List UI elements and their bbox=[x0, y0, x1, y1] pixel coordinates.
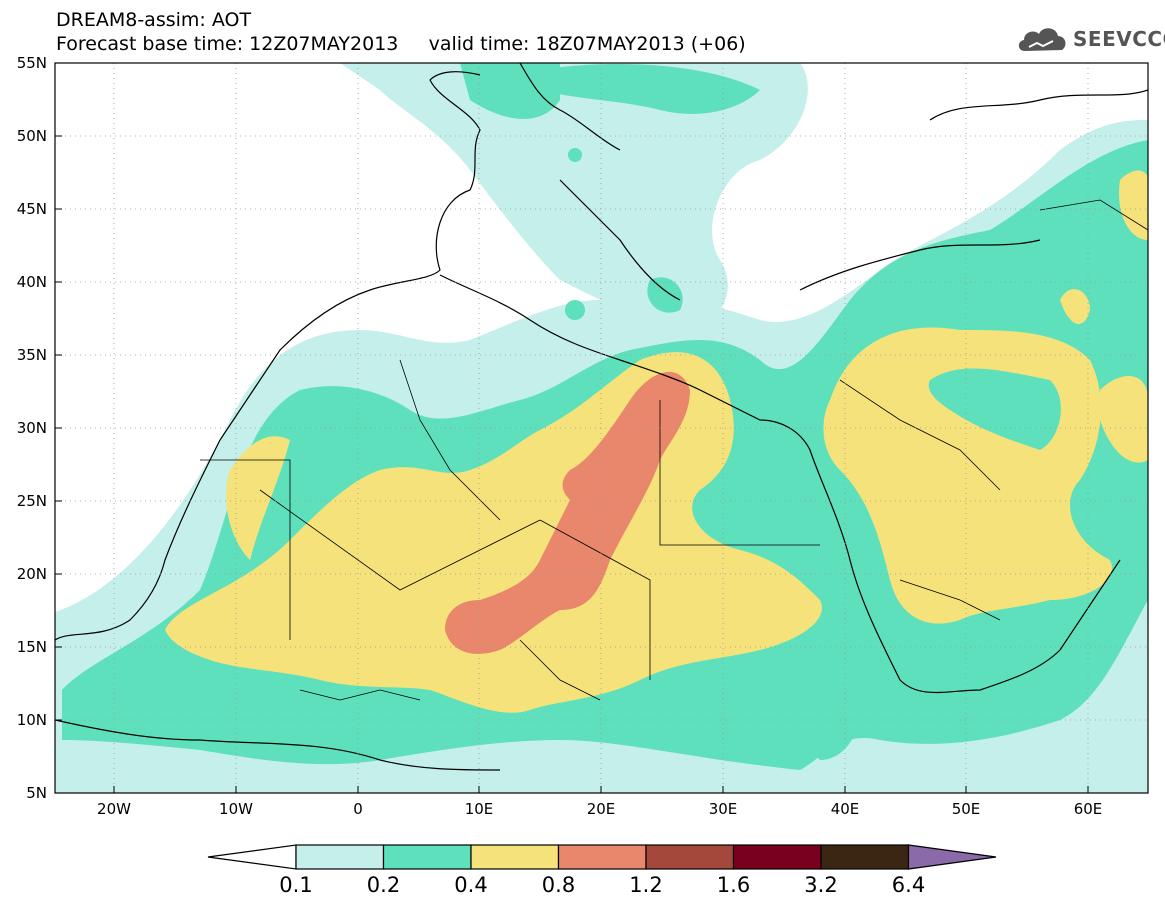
lat-tick-label: 50N bbox=[17, 127, 47, 145]
lat-tick-label: 35N bbox=[17, 346, 47, 364]
legend-label: 1.6 bbox=[717, 873, 750, 897]
lat-tick-label: 40N bbox=[17, 273, 47, 291]
aot-contour-0.8 bbox=[445, 371, 690, 654]
forecast-time-subtitle: Forecast base time: 12Z07MAY2013 valid t… bbox=[56, 33, 746, 55]
legend-swatch bbox=[382, 844, 472, 870]
lon-tick-label: 0 bbox=[353, 800, 363, 818]
lon-tick-label: 20E bbox=[587, 800, 616, 818]
legend-swatch-low bbox=[207, 844, 297, 870]
legend-label: 1.2 bbox=[629, 873, 662, 897]
legend-label: 0.2 bbox=[367, 873, 400, 897]
lon-tick-label: 50E bbox=[952, 800, 981, 818]
lat-tick-label: 5N bbox=[26, 784, 47, 802]
map-title: DREAM8-assim: AOT bbox=[56, 9, 252, 31]
legend-swatch-high bbox=[907, 844, 997, 870]
lat-tick-label: 15N bbox=[17, 638, 47, 656]
legend-label: 0.1 bbox=[279, 873, 312, 897]
aot-contour-0.4-clear bbox=[928, 368, 1061, 450]
lat-tick-label: 20N bbox=[17, 565, 47, 583]
lat-tick-label: 25N bbox=[17, 492, 47, 510]
legend-swatch bbox=[820, 844, 910, 870]
brand-logo-text: SEEVCCC bbox=[1073, 27, 1165, 51]
legend-label: 0.4 bbox=[454, 873, 487, 897]
lon-tick-label: 30E bbox=[709, 800, 738, 818]
axis-ticks bbox=[55, 135, 1089, 793]
lat-tick-label: 55N bbox=[17, 54, 47, 72]
lon-tick-label: 40E bbox=[831, 800, 860, 818]
lon-tick-label: 10E bbox=[465, 800, 494, 818]
legend-label: 3.2 bbox=[804, 873, 837, 897]
map-grid bbox=[55, 63, 1148, 793]
lat-tick-label: 10N bbox=[17, 711, 47, 729]
legend-swatch bbox=[732, 844, 822, 870]
legend-swatch bbox=[295, 844, 385, 870]
legend-swatch bbox=[470, 844, 560, 870]
cloud-logo-icon bbox=[1018, 28, 1066, 51]
lon-tick-label: 20W bbox=[97, 800, 131, 818]
legend-label: 6.4 bbox=[892, 873, 925, 897]
lat-tick-label: 30N bbox=[17, 419, 47, 437]
legend-label: 0.8 bbox=[542, 873, 575, 897]
lat-tick-label: 45N bbox=[17, 200, 47, 218]
legend-swatch bbox=[645, 844, 735, 870]
color-legend bbox=[207, 844, 997, 870]
lon-tick-label: 60E bbox=[1074, 800, 1103, 818]
legend-swatch bbox=[557, 844, 647, 870]
lon-tick-label: 10W bbox=[219, 800, 253, 818]
